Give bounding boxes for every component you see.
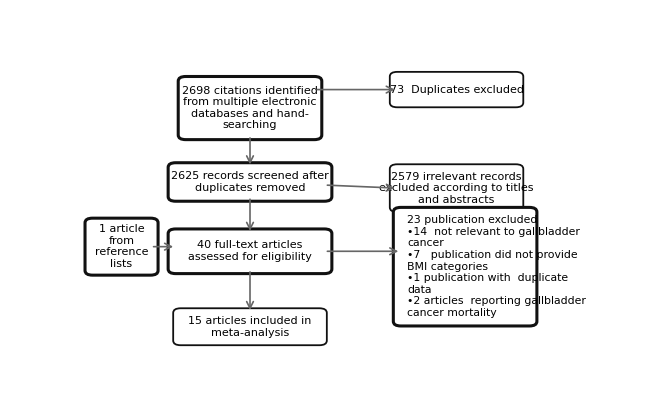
FancyBboxPatch shape <box>173 308 327 345</box>
FancyBboxPatch shape <box>390 72 523 107</box>
Text: 2698 citations identified
from multiple electronic
databases and hand-
searching: 2698 citations identified from multiple … <box>182 86 318 130</box>
Text: 2625 records screened after
duplicates removed: 2625 records screened after duplicates r… <box>171 171 329 193</box>
FancyBboxPatch shape <box>168 229 332 274</box>
FancyBboxPatch shape <box>390 164 523 212</box>
FancyBboxPatch shape <box>168 163 332 201</box>
Text: 15 articles included in
meta-analysis: 15 articles included in meta-analysis <box>188 316 312 338</box>
Text: 73  Duplicates excluded: 73 Duplicates excluded <box>389 84 523 94</box>
Text: 23 publication excluded
•14  not relevant to gallbladder
cancer
•7   publication: 23 publication excluded •14 not relevant… <box>407 215 586 318</box>
Text: 2579 irrelevant records
excluded according to titles
and abstracts: 2579 irrelevant records excluded accordi… <box>380 172 534 205</box>
FancyBboxPatch shape <box>393 207 537 326</box>
Text: 1 article
from
reference
lists: 1 article from reference lists <box>95 224 148 269</box>
FancyBboxPatch shape <box>85 218 158 275</box>
FancyBboxPatch shape <box>178 76 322 140</box>
Text: 40 full-text articles
assessed for eligibility: 40 full-text articles assessed for eligi… <box>188 240 312 262</box>
